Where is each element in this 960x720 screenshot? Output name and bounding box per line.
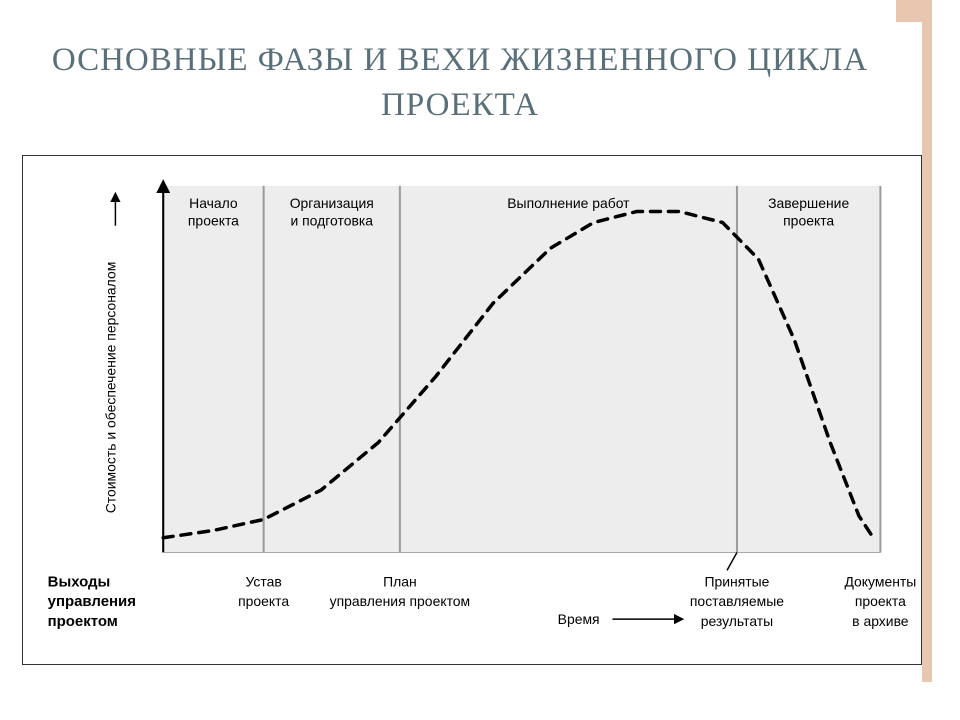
svg-text:Выполнение работ: Выполнение работ (507, 195, 630, 211)
lifecycle-diagram: Начало проекта Организация и подготовка Выпо… (22, 155, 922, 665)
svg-text:Стоимость и обеспечение персон: Стоимость и обеспечение персоналом (102, 262, 118, 514)
svg-text:Организация: Организация (290, 195, 374, 211)
svg-text:управления: управления (48, 593, 136, 610)
svg-text:проекта: проекта (855, 593, 906, 609)
svg-text:проекта: проекта (188, 213, 239, 229)
svg-text:результаты: результаты (701, 613, 773, 629)
svg-text:Время: Время (558, 611, 600, 627)
svg-text:поставляемые: поставляемые (690, 593, 784, 609)
svg-text:Начало: Начало (189, 195, 238, 211)
svg-text:проектом: проектом (48, 613, 118, 630)
lifecycle-chart-svg: Начало проекта Организация и подготовка Выпо… (23, 156, 921, 664)
svg-text:Принятые: Принятые (704, 573, 769, 589)
slide: ОСНОВНЫЕ ФАЗЫ И ВЕХИ ЖИЗНЕННОГО ЦИКЛА ПР… (0, 0, 960, 720)
svg-text:в архиве: в архиве (852, 613, 909, 629)
svg-text:управления проектом: управления проектом (330, 593, 471, 609)
svg-text:проекта: проекта (783, 213, 834, 229)
svg-text:и подготовка: и подготовка (290, 213, 373, 229)
svg-text:Завершение: Завершение (768, 195, 849, 211)
svg-text:Выходы: Выходы (48, 573, 111, 590)
accent-right-bar (922, 22, 932, 682)
svg-text:Документы: Документы (844, 573, 916, 589)
page-title: ОСНОВНЫЕ ФАЗЫ И ВЕХИ ЖИЗНЕННОГО ЦИКЛА ПР… (40, 38, 880, 127)
svg-text:Устав: Устав (245, 573, 281, 589)
svg-text:проекта: проекта (238, 593, 289, 609)
accent-top-bar (896, 0, 932, 22)
svg-text:План: План (383, 573, 417, 589)
